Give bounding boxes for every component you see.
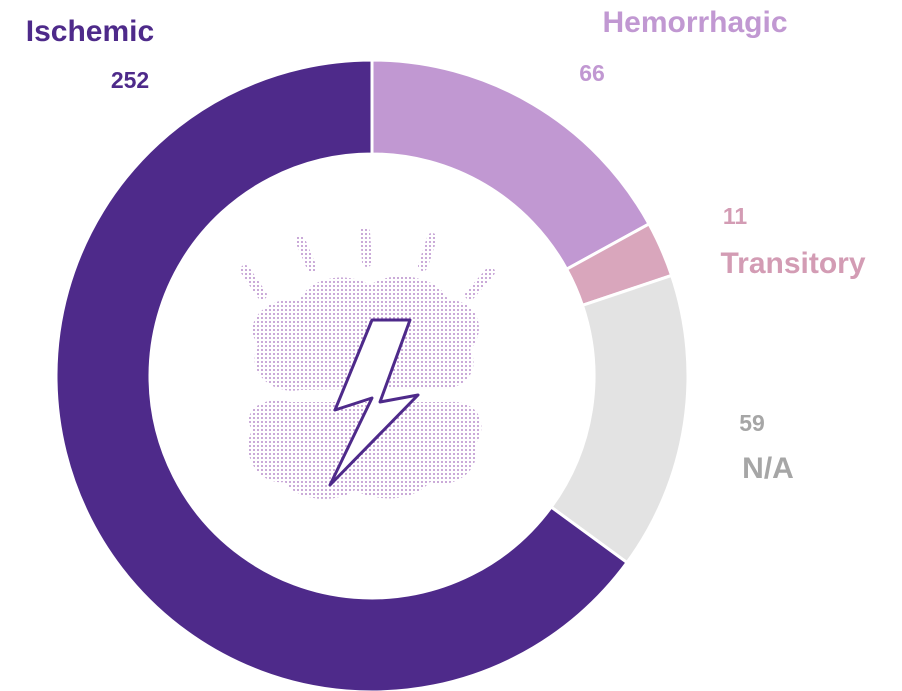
donut-slice [551, 275, 688, 562]
category-label: Ischemic [26, 15, 154, 48]
category-label: Hemorrhagic [602, 6, 787, 39]
chart: Hemorrhagic 66 Transitory 11 N/A 59 Ischemic 25… [0, 0, 902, 691]
category-label: Transitory [720, 247, 865, 280]
value-label: 11 [723, 203, 748, 229]
value-label: 59 [739, 410, 765, 436]
donut-slice [372, 60, 649, 269]
value-label: 66 [579, 60, 605, 86]
value-label: 252 [111, 67, 149, 93]
brain-icon [245, 232, 490, 499]
category-label: N/A [742, 452, 794, 485]
